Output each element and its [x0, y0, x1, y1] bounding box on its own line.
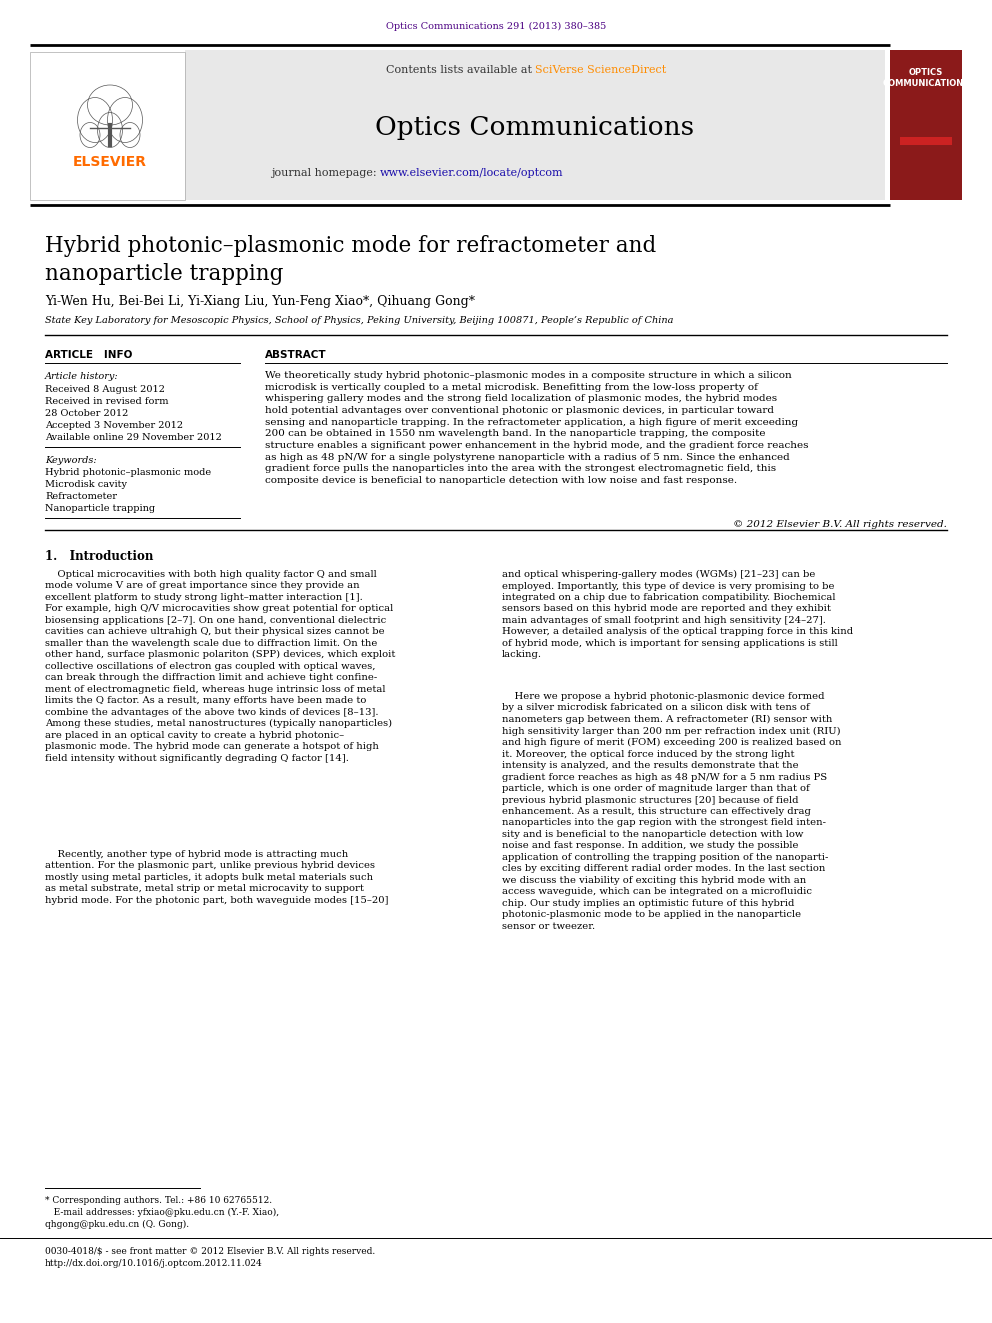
Text: journal homepage:: journal homepage:	[271, 168, 380, 179]
Text: Optics Communications 291 (2013) 380–385: Optics Communications 291 (2013) 380–385	[386, 22, 606, 32]
Text: Received in revised form: Received in revised form	[45, 397, 169, 406]
Text: Here we propose a hybrid photonic-plasmonic device formed
by a silver microdisk : Here we propose a hybrid photonic-plasmo…	[502, 692, 841, 930]
Text: Available online 29 November 2012: Available online 29 November 2012	[45, 433, 222, 442]
Text: and optical whispering-gallery modes (WGMs) [21–23] can be
employed. Importantly: and optical whispering-gallery modes (WG…	[502, 570, 853, 659]
Text: SciVerse ScienceDirect: SciVerse ScienceDirect	[535, 65, 667, 75]
Text: Recently, another type of hybrid mode is attracting much
attention. For the plas: Recently, another type of hybrid mode is…	[45, 849, 389, 905]
Text: Contents lists available at: Contents lists available at	[386, 65, 535, 75]
Text: 28 October 2012: 28 October 2012	[45, 409, 128, 418]
Text: ELSEVIER: ELSEVIER	[73, 155, 147, 169]
Bar	[900, 138, 952, 146]
Bar	[890, 50, 962, 200]
Text: http://dx.doi.org/10.1016/j.optcom.2012.11.024: http://dx.doi.org/10.1016/j.optcom.2012.…	[45, 1259, 263, 1267]
Text: Article history:: Article history:	[45, 372, 119, 381]
Text: We theoretically study hybrid photonic–plasmonic modes in a composite structure : We theoretically study hybrid photonic–p…	[265, 370, 808, 486]
Text: ABSTRACT: ABSTRACT	[265, 351, 326, 360]
Text: 1.   Introduction: 1. Introduction	[45, 550, 154, 564]
Text: www.elsevier.com/locate/optcom: www.elsevier.com/locate/optcom	[380, 168, 563, 179]
Text: Yi-Wen Hu, Bei-Bei Li, Yi-Xiang Liu, Yun-Feng Xiao*, Qihuang Gong*: Yi-Wen Hu, Bei-Bei Li, Yi-Xiang Liu, Yun…	[45, 295, 475, 308]
Text: 0030-4018/$ - see front matter © 2012 Elsevier B.V. All rights reserved.: 0030-4018/$ - see front matter © 2012 El…	[45, 1248, 375, 1256]
Text: nanoparticle trapping: nanoparticle trapping	[45, 263, 284, 284]
Text: Nanoparticle trapping: Nanoparticle trapping	[45, 504, 155, 513]
Text: © 2012 Elsevier B.V. All rights reserved.: © 2012 Elsevier B.V. All rights reserved…	[733, 520, 947, 529]
Text: Microdisk cavity: Microdisk cavity	[45, 480, 127, 490]
Text: Hybrid photonic–plasmonic mode: Hybrid photonic–plasmonic mode	[45, 468, 211, 478]
Text: E-mail addresses: yfxiao@pku.edu.cn (Y.-F. Xiao),: E-mail addresses: yfxiao@pku.edu.cn (Y.-…	[45, 1208, 279, 1217]
Text: qhgong@pku.edu.cn (Q. Gong).: qhgong@pku.edu.cn (Q. Gong).	[45, 1220, 189, 1229]
Text: Optics Communications: Optics Communications	[375, 115, 694, 140]
Text: Accepted 3 November 2012: Accepted 3 November 2012	[45, 421, 184, 430]
Bar	[185, 50, 885, 200]
Text: Optical microcavities with both high quality factor Q and small
mode volume V ar: Optical microcavities with both high qua…	[45, 570, 396, 762]
Text: OPTICS
COMMUNICATIONS: OPTICS COMMUNICATIONS	[882, 67, 969, 89]
Text: ARTICLE   INFO: ARTICLE INFO	[45, 351, 132, 360]
Bar	[30, 52, 185, 200]
Text: Refractometer: Refractometer	[45, 492, 117, 501]
Text: * Corresponding authors. Tel.: +86 10 62765512.: * Corresponding authors. Tel.: +86 10 62…	[45, 1196, 272, 1205]
Text: Keywords:: Keywords:	[45, 456, 96, 464]
Text: Hybrid photonic–plasmonic mode for refractometer and: Hybrid photonic–plasmonic mode for refra…	[45, 235, 657, 257]
Text: Received 8 August 2012: Received 8 August 2012	[45, 385, 165, 394]
Text: State Key Laboratory for Mesoscopic Physics, School of Physics, Peking Universit: State Key Laboratory for Mesoscopic Phys…	[45, 316, 674, 325]
